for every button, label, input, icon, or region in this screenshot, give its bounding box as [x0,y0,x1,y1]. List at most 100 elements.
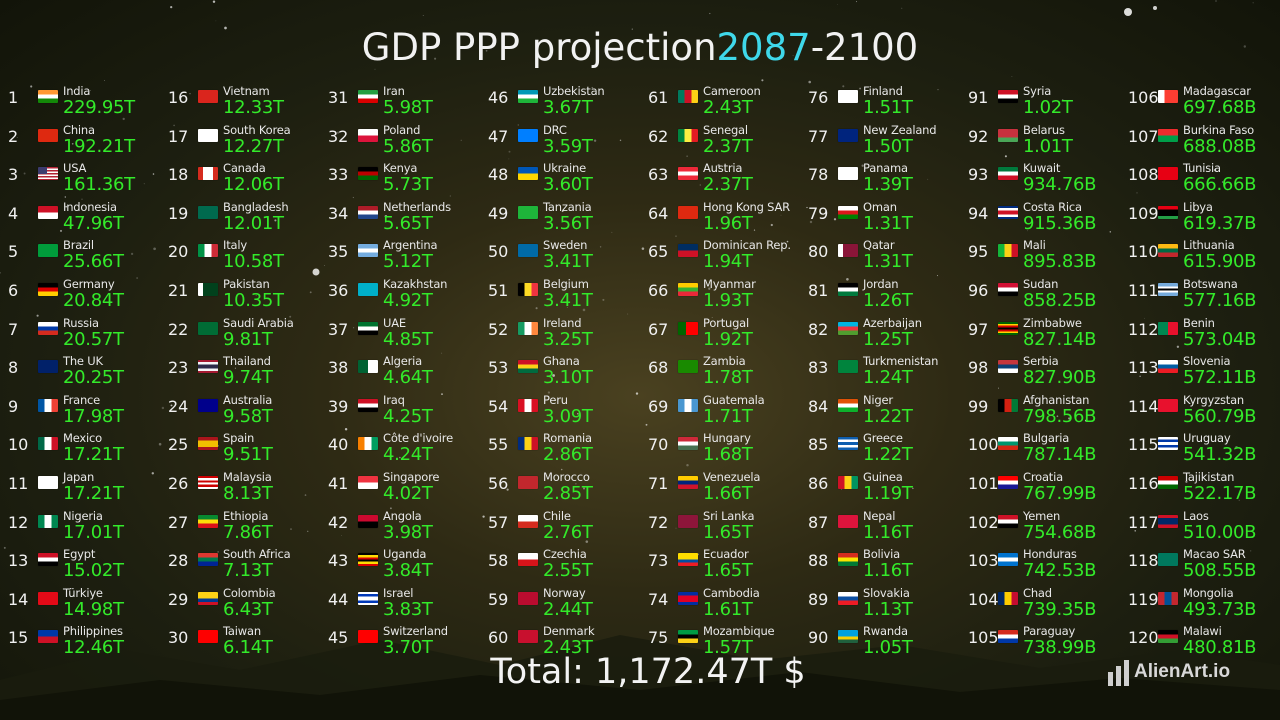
country-gdp-value: 3.98T [383,521,433,543]
country-row: 93 Kuwait 934.76B [960,155,1120,195]
country-name: Kyrgyzstan [1183,392,1245,407]
country-name: Mali [1023,238,1046,253]
country-gdp-value: 12.46T [63,637,124,659]
country-rank: 58 [488,551,509,571]
country-name: Zimbabwe [1023,315,1082,330]
country-row: 118 Macao SAR 508.55B [1120,541,1280,581]
country-name: Mexico [63,431,102,446]
country-name: Sudan [1023,277,1059,291]
country-name: Afghanistan [1023,392,1090,407]
country-row: 58 Czechia 2.55T [480,541,640,581]
country-rank: 94 [968,203,989,223]
country-rank: 78 [808,165,829,185]
country-gdp-value: 2.76T [543,521,593,543]
country-gdp-value: 1.02T [1023,97,1073,118]
country-row: 46 Uzbekistan 3.67T [480,78,640,118]
country-flag-icon [1158,167,1178,181]
country-rank: 109 [1128,203,1159,223]
country-flag-icon [198,283,218,296]
country-rank: 51 [488,281,509,300]
country-gdp-value: 3.83T [383,598,433,620]
country-rank: 97 [968,319,989,339]
country-gdp-value: 2.43T [543,637,593,659]
country-gdp-value: 767.99B [1023,483,1097,504]
country-rank: 69 [648,396,669,416]
country-gdp-value: 577.16B [1183,290,1257,311]
country-flag-icon [198,205,218,219]
country-gdp-value: 1.50T [863,135,913,157]
country-gdp-value: 1.22T [863,405,913,427]
country-name: Nepal [863,508,896,523]
country-rank: 60 [488,628,509,648]
country-gdp-value: 827.14B [1023,328,1097,350]
country-flag-icon [358,90,378,103]
country-row: 79 Oman 1.31T [800,194,960,234]
ranking-column: 31 Iran 5.98T 32 Poland 5.86T 33 Kenya 5.73T 34 Ne… [320,72,480,658]
country-flag-icon [38,398,58,412]
country-gdp-value: 4.92T [383,290,433,311]
country-rank: 43 [328,551,349,571]
country-gdp-value: 2.86T [543,444,593,466]
country-rank: 4 [8,203,19,223]
country-name: Vietnam [223,84,270,98]
country-row: 22 Saudi Arabia 9.81T [160,310,320,350]
country-flag-icon [518,437,538,451]
country-name: Mozambique [703,624,775,639]
country-gdp-value: 17.21T [63,483,124,504]
country-name: Greece [863,431,903,446]
country-gdp-value: 4.64T [383,367,433,389]
country-name: Argentina [383,238,438,253]
country-row: 116 Tajikistan 522.17B [1120,464,1280,504]
country-name: Bangladesh [223,199,289,214]
country-row: 117 Laos 510.00B [1120,503,1280,543]
country-row: 52 Ireland 3.25T [480,310,640,350]
country-name: Hong Kong SAR [703,199,790,214]
country-flag-icon [1158,283,1178,296]
country-flag-icon [998,321,1018,335]
country-flag-icon [518,90,538,103]
country-row: 61 Cameroon 2.43T [640,78,800,118]
country-flag-icon [1158,205,1178,219]
country-gdp-value: 3.84T [383,560,433,582]
country-flag-icon [198,321,218,335]
country-flag-icon [678,321,698,335]
country-row: 104 Chad 739.35B [960,580,1120,620]
country-gdp-value: 3.70T [383,637,433,659]
country-name: Nigeria [63,508,103,523]
country-name: Venezuela [703,470,761,484]
country-gdp-value: 1.93T [703,290,753,311]
country-gdp-value: 2.44T [543,598,593,620]
country-rank: 108 [1128,165,1159,185]
country-gdp-value: 14.98T [63,598,124,620]
country-name: South Korea [223,122,291,137]
country-gdp-value: 6.14T [223,637,273,659]
country-gdp-value: 7.86T [223,521,273,543]
country-name: Honduras [1023,547,1077,562]
country-row: 42 Angola 3.98T [320,503,480,543]
country-flag-icon [358,167,378,181]
country-name: Kenya [383,161,418,176]
country-flag-icon [198,90,218,103]
country-gdp-value: 6.43T [223,598,273,620]
country-rank: 32 [328,126,349,146]
country-rank: 10 [8,435,29,455]
country-name: Ethiopia [223,508,269,523]
country-rank: 104 [968,589,999,609]
country-name: Philippines [63,624,123,639]
country-flag-icon [678,128,698,142]
country-name: France [63,392,101,407]
country-gdp-value: 3.10T [543,367,593,389]
country-name: Ukraine [543,161,587,176]
country-flag-icon [198,167,218,181]
country-row: 100 Bulgaria 787.14B [960,425,1120,465]
country-name: Poland [383,122,421,137]
country-rank: 16 [168,88,189,107]
country-gdp-value: 12.33T [223,97,284,118]
country-row: 80 Qatar 1.31T [800,232,960,272]
country-rank: 68 [648,358,669,378]
country-gdp-value: 1.05T [863,637,913,659]
country-name: Oman [863,199,897,214]
country-row: 68 Zambia 1.78T [640,348,800,388]
country-row: 56 Morocco 2.85T [480,464,640,504]
country-rank: 31 [328,88,349,107]
